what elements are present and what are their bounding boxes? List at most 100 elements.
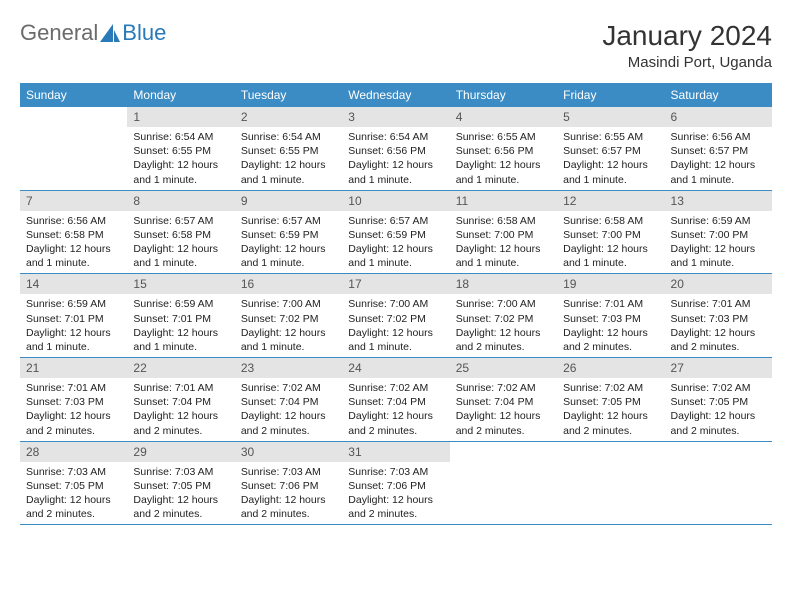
calendar-day: 25Sunrise: 7:02 AMSunset: 7:04 PMDayligh… bbox=[450, 358, 557, 442]
day-number: 27 bbox=[665, 358, 772, 378]
day-number: 24 bbox=[342, 358, 449, 378]
calendar-week: 7Sunrise: 6:56 AMSunset: 6:58 PMDaylight… bbox=[20, 190, 772, 274]
header: General Blue January 2024 Masindi Port, … bbox=[20, 20, 772, 71]
day-number: 17 bbox=[342, 274, 449, 294]
calendar-day: 2Sunrise: 6:54 AMSunset: 6:55 PMDaylight… bbox=[235, 107, 342, 190]
calendar-day: 6Sunrise: 6:56 AMSunset: 6:57 PMDaylight… bbox=[665, 107, 772, 190]
logo-text-1: General bbox=[20, 20, 98, 46]
day-number: 13 bbox=[665, 191, 772, 211]
calendar-day: 30Sunrise: 7:03 AMSunset: 7:06 PMDayligh… bbox=[235, 441, 342, 525]
calendar-day: 17Sunrise: 7:00 AMSunset: 7:02 PMDayligh… bbox=[342, 274, 449, 358]
day-details: Sunrise: 7:01 AMSunset: 7:03 PMDaylight:… bbox=[665, 294, 772, 357]
day-number: 8 bbox=[127, 191, 234, 211]
day-details: Sunrise: 6:58 AMSunset: 7:00 PMDaylight:… bbox=[450, 211, 557, 274]
calendar-day: 21Sunrise: 7:01 AMSunset: 7:03 PMDayligh… bbox=[20, 358, 127, 442]
day-number: 25 bbox=[450, 358, 557, 378]
day-number bbox=[450, 442, 557, 448]
day-details: Sunrise: 6:59 AMSunset: 7:00 PMDaylight:… bbox=[665, 211, 772, 274]
day-details: Sunrise: 6:54 AMSunset: 6:56 PMDaylight:… bbox=[342, 127, 449, 190]
calendar-week: 21Sunrise: 7:01 AMSunset: 7:03 PMDayligh… bbox=[20, 358, 772, 442]
day-details: Sunrise: 7:00 AMSunset: 7:02 PMDaylight:… bbox=[342, 294, 449, 357]
day-number: 26 bbox=[557, 358, 664, 378]
logo: General Blue bbox=[20, 20, 166, 46]
title-block: January 2024 Masindi Port, Uganda bbox=[602, 20, 772, 71]
day-details: Sunrise: 7:01 AMSunset: 7:04 PMDaylight:… bbox=[127, 378, 234, 441]
calendar-week: 14Sunrise: 6:59 AMSunset: 7:01 PMDayligh… bbox=[20, 274, 772, 358]
day-details: Sunrise: 7:00 AMSunset: 7:02 PMDaylight:… bbox=[235, 294, 342, 357]
calendar-day bbox=[450, 441, 557, 525]
calendar-day: 19Sunrise: 7:01 AMSunset: 7:03 PMDayligh… bbox=[557, 274, 664, 358]
day-details: Sunrise: 6:59 AMSunset: 7:01 PMDaylight:… bbox=[127, 294, 234, 357]
day-number: 2 bbox=[235, 107, 342, 127]
weekday-header: Tuesday bbox=[235, 83, 342, 107]
day-details: Sunrise: 7:02 AMSunset: 7:05 PMDaylight:… bbox=[557, 378, 664, 441]
day-details: Sunrise: 7:02 AMSunset: 7:04 PMDaylight:… bbox=[235, 378, 342, 441]
day-number: 19 bbox=[557, 274, 664, 294]
calendar-day: 12Sunrise: 6:58 AMSunset: 7:00 PMDayligh… bbox=[557, 190, 664, 274]
day-number bbox=[557, 442, 664, 448]
day-details: Sunrise: 6:59 AMSunset: 7:01 PMDaylight:… bbox=[20, 294, 127, 357]
month-title: January 2024 bbox=[602, 20, 772, 52]
day-number: 3 bbox=[342, 107, 449, 127]
day-number bbox=[20, 107, 127, 113]
day-number: 1 bbox=[127, 107, 234, 127]
calendar-day: 5Sunrise: 6:55 AMSunset: 6:57 PMDaylight… bbox=[557, 107, 664, 190]
calendar-day: 31Sunrise: 7:03 AMSunset: 7:06 PMDayligh… bbox=[342, 441, 449, 525]
day-details: Sunrise: 6:55 AMSunset: 6:56 PMDaylight:… bbox=[450, 127, 557, 190]
calendar-week: 1Sunrise: 6:54 AMSunset: 6:55 PMDaylight… bbox=[20, 107, 772, 190]
calendar-day: 8Sunrise: 6:57 AMSunset: 6:58 PMDaylight… bbox=[127, 190, 234, 274]
day-number: 15 bbox=[127, 274, 234, 294]
day-details: Sunrise: 6:56 AMSunset: 6:57 PMDaylight:… bbox=[665, 127, 772, 190]
calendar-day: 14Sunrise: 6:59 AMSunset: 7:01 PMDayligh… bbox=[20, 274, 127, 358]
logo-sail-icon bbox=[100, 24, 120, 42]
day-number: 14 bbox=[20, 274, 127, 294]
day-number: 5 bbox=[557, 107, 664, 127]
logo-text-2: Blue bbox=[122, 20, 166, 46]
calendar-day: 9Sunrise: 6:57 AMSunset: 6:59 PMDaylight… bbox=[235, 190, 342, 274]
day-details: Sunrise: 7:01 AMSunset: 7:03 PMDaylight:… bbox=[557, 294, 664, 357]
weekday-row: SundayMondayTuesdayWednesdayThursdayFrid… bbox=[20, 83, 772, 107]
day-details: Sunrise: 7:02 AMSunset: 7:05 PMDaylight:… bbox=[665, 378, 772, 441]
day-details: Sunrise: 6:54 AMSunset: 6:55 PMDaylight:… bbox=[235, 127, 342, 190]
day-details: Sunrise: 6:54 AMSunset: 6:55 PMDaylight:… bbox=[127, 127, 234, 190]
day-details: Sunrise: 6:56 AMSunset: 6:58 PMDaylight:… bbox=[20, 211, 127, 274]
calendar-day: 18Sunrise: 7:00 AMSunset: 7:02 PMDayligh… bbox=[450, 274, 557, 358]
day-number: 4 bbox=[450, 107, 557, 127]
calendar-day: 7Sunrise: 6:56 AMSunset: 6:58 PMDaylight… bbox=[20, 190, 127, 274]
day-details: Sunrise: 6:57 AMSunset: 6:59 PMDaylight:… bbox=[235, 211, 342, 274]
day-details: Sunrise: 7:03 AMSunset: 7:05 PMDaylight:… bbox=[127, 462, 234, 525]
calendar-week: 28Sunrise: 7:03 AMSunset: 7:05 PMDayligh… bbox=[20, 441, 772, 525]
day-number: 30 bbox=[235, 442, 342, 462]
calendar-day: 15Sunrise: 6:59 AMSunset: 7:01 PMDayligh… bbox=[127, 274, 234, 358]
day-number: 29 bbox=[127, 442, 234, 462]
day-number: 21 bbox=[20, 358, 127, 378]
calendar-day bbox=[557, 441, 664, 525]
calendar-day: 4Sunrise: 6:55 AMSunset: 6:56 PMDaylight… bbox=[450, 107, 557, 190]
day-number: 6 bbox=[665, 107, 772, 127]
weekday-header: Saturday bbox=[665, 83, 772, 107]
day-details: Sunrise: 6:57 AMSunset: 6:58 PMDaylight:… bbox=[127, 211, 234, 274]
day-number: 12 bbox=[557, 191, 664, 211]
weekday-header: Wednesday bbox=[342, 83, 449, 107]
day-number: 9 bbox=[235, 191, 342, 211]
weekday-header: Friday bbox=[557, 83, 664, 107]
day-details: Sunrise: 7:02 AMSunset: 7:04 PMDaylight:… bbox=[450, 378, 557, 441]
day-number: 10 bbox=[342, 191, 449, 211]
day-details: Sunrise: 7:03 AMSunset: 7:05 PMDaylight:… bbox=[20, 462, 127, 525]
calendar-day: 23Sunrise: 7:02 AMSunset: 7:04 PMDayligh… bbox=[235, 358, 342, 442]
calendar-day: 10Sunrise: 6:57 AMSunset: 6:59 PMDayligh… bbox=[342, 190, 449, 274]
weekday-header: Monday bbox=[127, 83, 234, 107]
day-details: Sunrise: 7:00 AMSunset: 7:02 PMDaylight:… bbox=[450, 294, 557, 357]
day-details: Sunrise: 7:03 AMSunset: 7:06 PMDaylight:… bbox=[342, 462, 449, 525]
day-number: 16 bbox=[235, 274, 342, 294]
calendar-day: 27Sunrise: 7:02 AMSunset: 7:05 PMDayligh… bbox=[665, 358, 772, 442]
calendar-day bbox=[20, 107, 127, 190]
calendar-day: 28Sunrise: 7:03 AMSunset: 7:05 PMDayligh… bbox=[20, 441, 127, 525]
day-details: Sunrise: 6:55 AMSunset: 6:57 PMDaylight:… bbox=[557, 127, 664, 190]
calendar-day bbox=[665, 441, 772, 525]
day-number: 18 bbox=[450, 274, 557, 294]
calendar-table: SundayMondayTuesdayWednesdayThursdayFrid… bbox=[20, 83, 772, 525]
calendar-day: 24Sunrise: 7:02 AMSunset: 7:04 PMDayligh… bbox=[342, 358, 449, 442]
day-details: Sunrise: 7:03 AMSunset: 7:06 PMDaylight:… bbox=[235, 462, 342, 525]
calendar-day: 11Sunrise: 6:58 AMSunset: 7:00 PMDayligh… bbox=[450, 190, 557, 274]
